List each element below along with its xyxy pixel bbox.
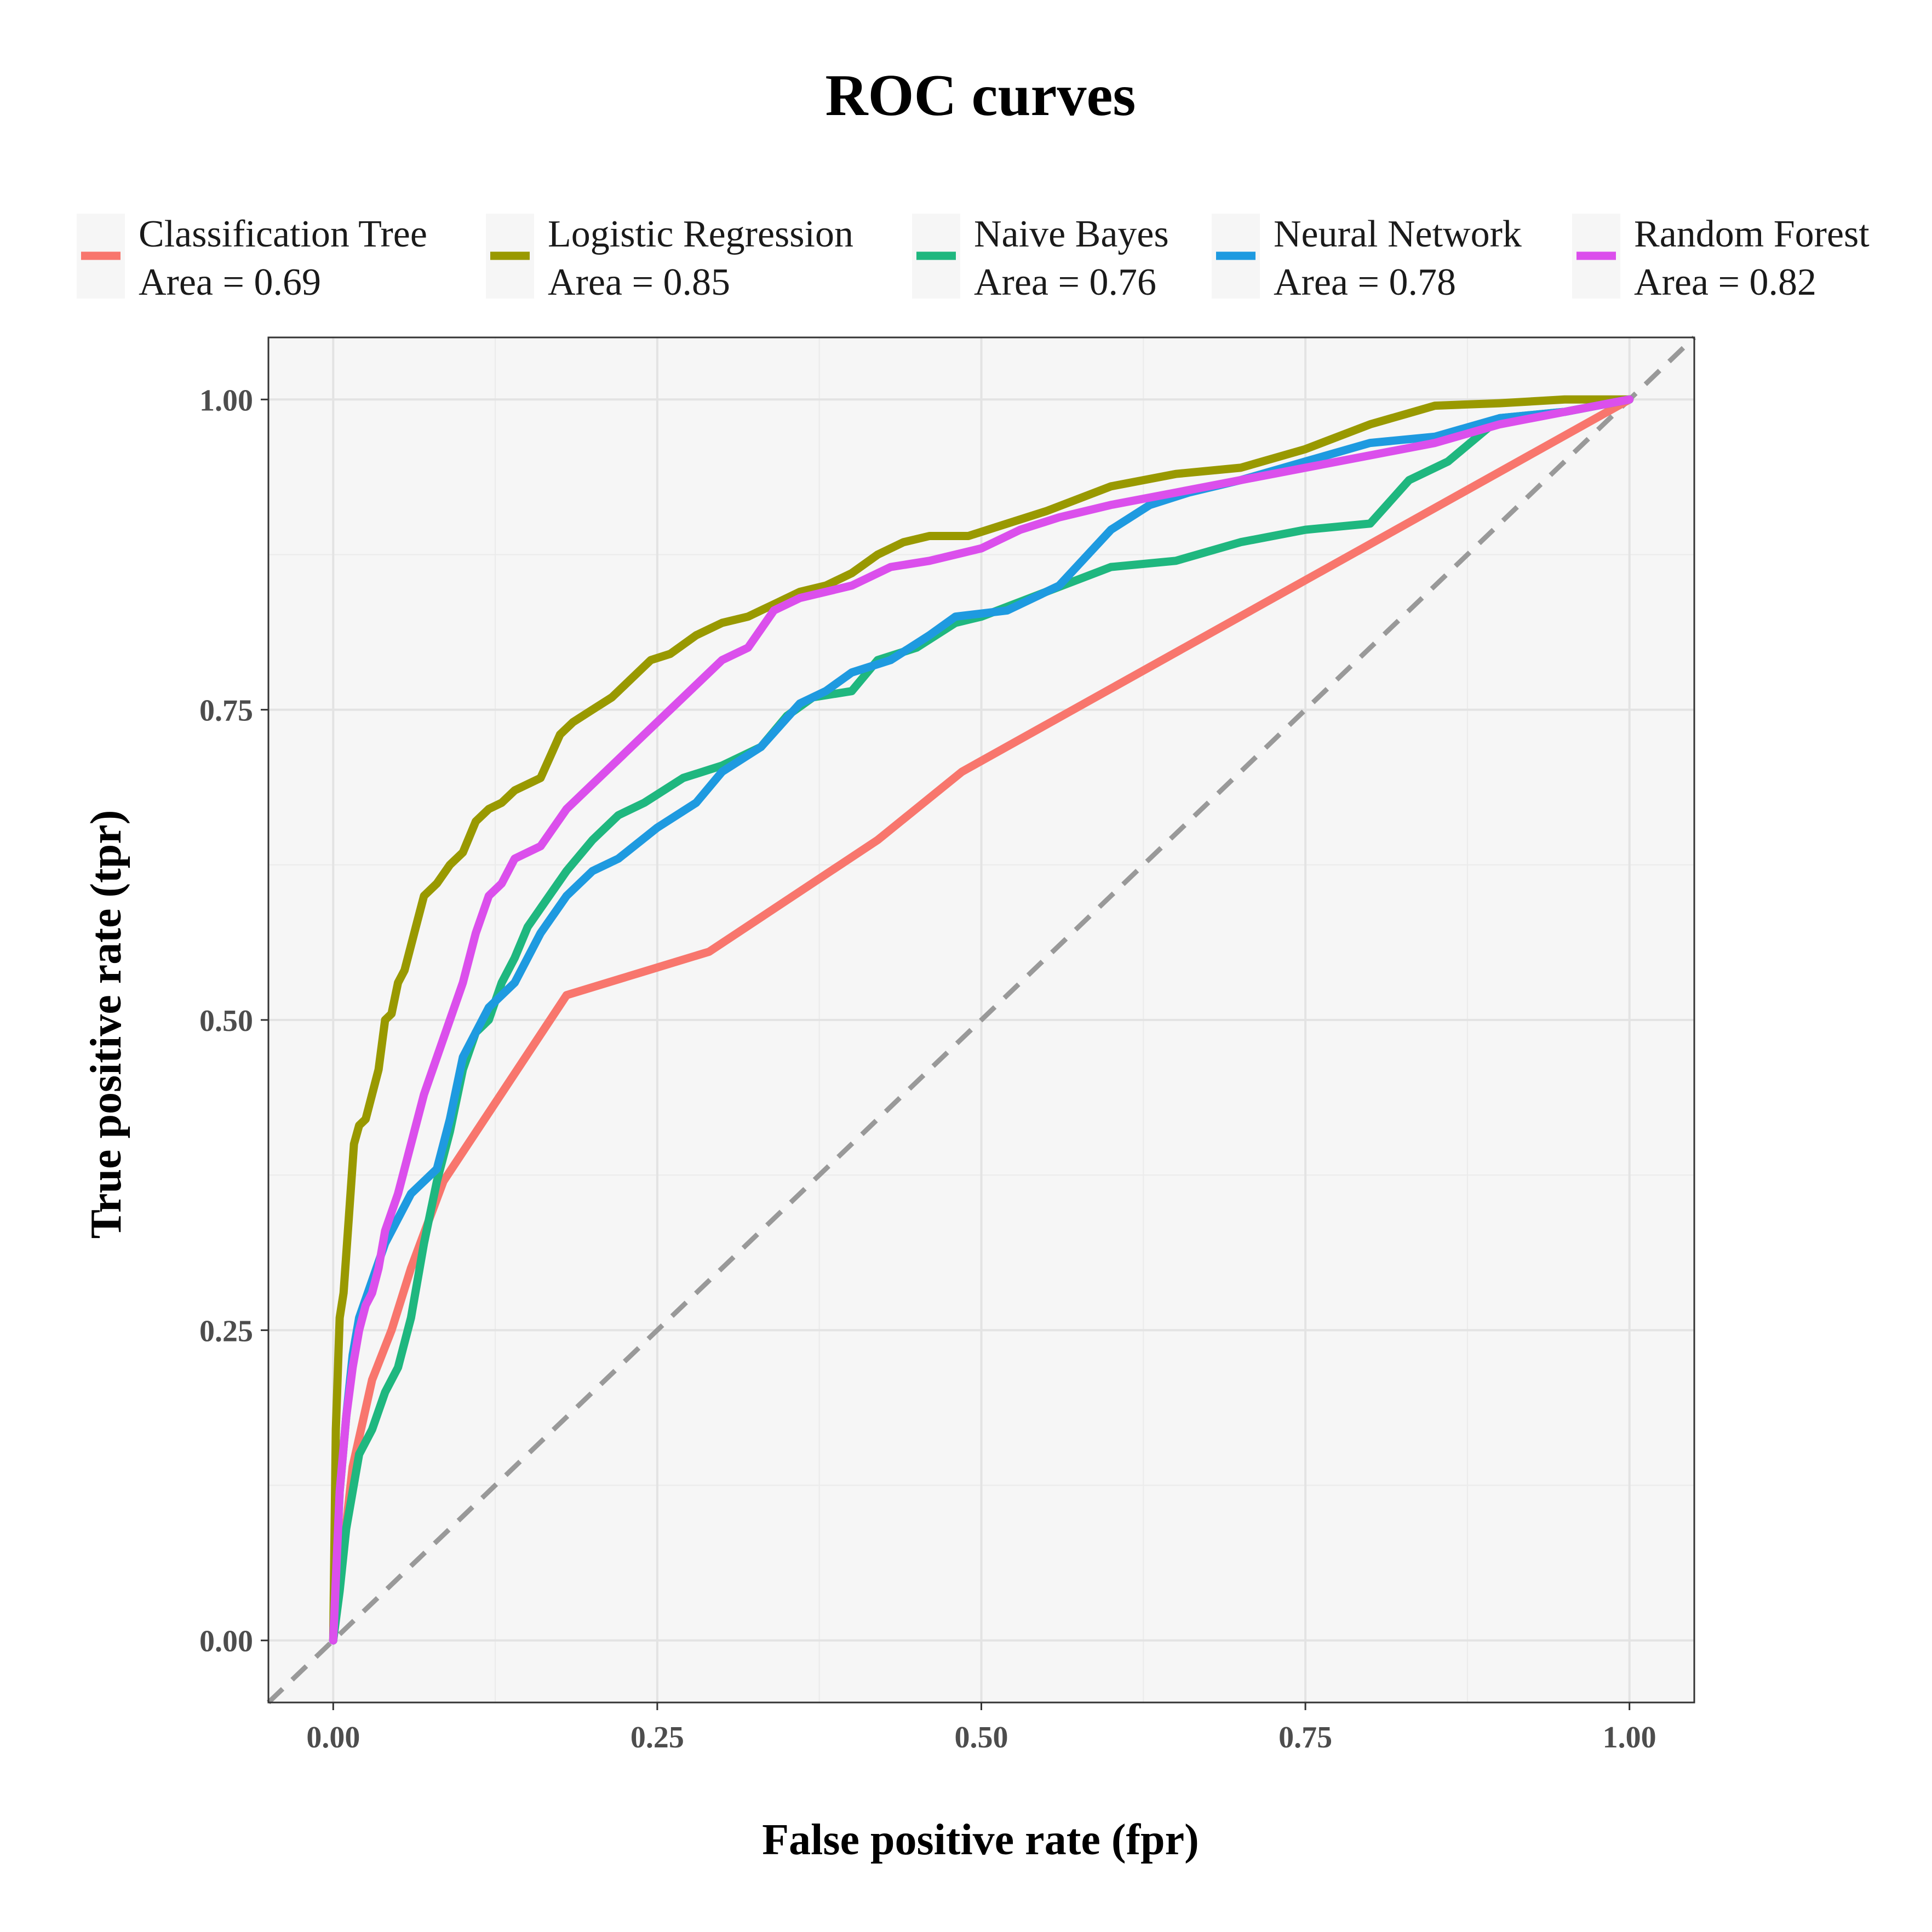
x-axis-title: False positive rate (fpr) xyxy=(762,1816,1199,1864)
legend-area-random-forest: Area = 0.82 xyxy=(1634,261,1816,303)
legend-label-logistic-regression: Logistic Regression xyxy=(548,213,853,255)
y-tick-label: 0.25 xyxy=(199,1314,253,1348)
series-line-logistic-regression xyxy=(329,395,1634,1645)
axis-ticks: 0.00 0.25 0.50 0.75 1.00 0.00 0.25 0.50 0.75 1.00 xyxy=(199,383,1656,1755)
y-tick-label: 0.50 xyxy=(199,1004,253,1038)
series-line-naive-bayes xyxy=(329,395,1634,1645)
chart-title: ROC curves xyxy=(825,63,1136,128)
reference-diagonal-line xyxy=(266,335,1696,1705)
y-axis-title: True positive rate (tpr) xyxy=(82,810,130,1239)
y-tick-label: 0.00 xyxy=(199,1625,253,1659)
legend-label-naive-bayes: Naive Bayes xyxy=(974,213,1169,255)
y-tick-label: 0.75 xyxy=(199,694,253,728)
x-tick-label: 1.00 xyxy=(1603,1721,1656,1755)
x-tick-label: 0.75 xyxy=(1279,1721,1332,1755)
y-tick-label: 1.00 xyxy=(199,383,253,417)
legend: Classification Tree Area = 0.69 Logistic R… xyxy=(77,213,1870,303)
series-lines xyxy=(329,395,1634,1645)
legend-area-logistic-regression: Area = 0.85 xyxy=(548,261,730,303)
legend-label-neural-network: Neural Network xyxy=(1274,213,1522,255)
legend-label-classification-tree: Classification Tree xyxy=(139,213,427,255)
x-tick-label: 0.00 xyxy=(306,1721,360,1755)
legend-area-neural-network: Area = 0.78 xyxy=(1274,261,1456,303)
legend-label-random-forest: Random Forest xyxy=(1634,213,1870,255)
reference-line-group xyxy=(266,335,1696,1705)
x-tick-label: 0.50 xyxy=(955,1721,1008,1755)
legend-area-naive-bayes: Area = 0.76 xyxy=(974,261,1156,303)
legend-area-classification-tree: Area = 0.69 xyxy=(139,261,321,303)
x-tick-label: 0.25 xyxy=(630,1721,684,1755)
series-line-random-forest xyxy=(329,395,1634,1645)
series-line-classification-tree xyxy=(329,395,1634,1645)
